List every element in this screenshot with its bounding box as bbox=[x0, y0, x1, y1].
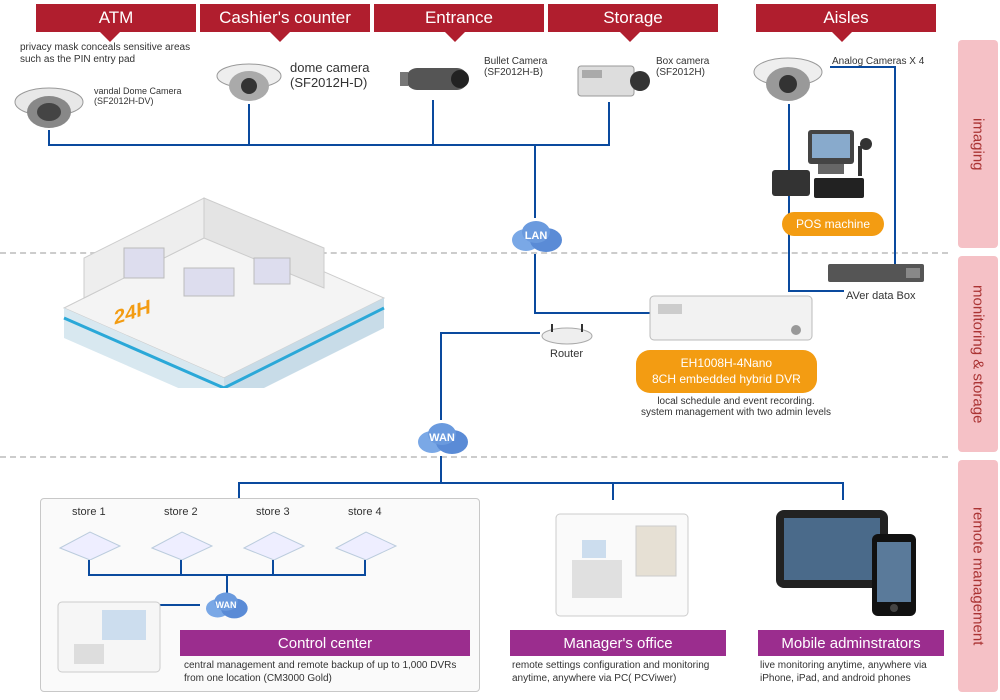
box-cam-icon bbox=[572, 58, 650, 102]
tri bbox=[620, 32, 640, 42]
tri bbox=[832, 32, 852, 42]
line bbox=[536, 144, 610, 146]
vandal-label: vandal Dome Camera (SF2012H-DV) bbox=[94, 86, 182, 106]
line bbox=[88, 560, 90, 574]
router-label: Router bbox=[550, 348, 583, 360]
line bbox=[608, 102, 610, 144]
side-monitoring: monitoring & storage bbox=[958, 256, 998, 452]
line bbox=[612, 482, 614, 500]
note-control: central management and remote backup of … bbox=[184, 660, 468, 685]
note-mobile: live monitoring anytime, anywhere via iP… bbox=[760, 660, 944, 685]
store3-label: store 3 bbox=[256, 506, 290, 518]
line bbox=[894, 66, 896, 266]
lan-cloud: LAN bbox=[508, 218, 564, 254]
store2-label: store 2 bbox=[164, 506, 198, 518]
note-manager: remote settings configuration and monito… bbox=[512, 660, 726, 685]
tri bbox=[100, 32, 120, 42]
atm-note: privacy mask conceals sensitive areas su… bbox=[20, 42, 196, 66]
line bbox=[440, 332, 442, 420]
pos-pill: POS machine bbox=[782, 212, 884, 236]
line bbox=[534, 254, 536, 312]
line bbox=[128, 144, 536, 146]
line bbox=[440, 332, 540, 334]
store4-label: store 4 bbox=[348, 506, 382, 518]
line bbox=[432, 100, 434, 144]
dvr-pill: EH1008H-4Nano 8CH embedded hybrid DVR bbox=[636, 350, 817, 393]
tri bbox=[270, 32, 290, 42]
line bbox=[830, 66, 896, 68]
bullet-label: Bullet Camera (SF2012H-B) bbox=[484, 56, 547, 78]
line bbox=[440, 456, 442, 482]
bar-control: Control center bbox=[180, 630, 470, 656]
store-mini-icon bbox=[238, 520, 310, 560]
line bbox=[364, 560, 366, 574]
phone-icon bbox=[868, 530, 920, 620]
line bbox=[534, 312, 654, 314]
store1-label: store 1 bbox=[72, 506, 106, 518]
box-label: Box camera (SF2012H) bbox=[656, 56, 709, 78]
dvr-icon bbox=[646, 290, 816, 346]
dash bbox=[0, 456, 948, 458]
side-imaging: imaging bbox=[958, 40, 998, 248]
store-mini-icon bbox=[146, 520, 218, 560]
store-mini-icon bbox=[54, 520, 126, 560]
pc-icon bbox=[54, 598, 164, 676]
bar-manager: Manager's office bbox=[510, 630, 726, 656]
hdr-atm: ATM bbox=[36, 4, 196, 32]
analog-icon bbox=[750, 52, 826, 104]
wan-cloud: WAN bbox=[414, 420, 470, 456]
router-icon bbox=[540, 322, 594, 346]
dome-label: dome camera (SF2012H-D) bbox=[290, 60, 369, 90]
line bbox=[248, 104, 250, 146]
hdr-cashier: Cashier's counter bbox=[200, 4, 370, 32]
line bbox=[238, 482, 844, 484]
line bbox=[180, 560, 182, 574]
hdr-storage: Storage bbox=[548, 4, 718, 32]
line bbox=[272, 560, 274, 574]
hdr-entrance: Entrance bbox=[374, 4, 544, 32]
databox-label: AVer data Box bbox=[846, 290, 916, 302]
line bbox=[842, 482, 844, 500]
bar-mobile: Mobile adminstrators bbox=[758, 630, 944, 656]
databox-icon bbox=[826, 260, 926, 286]
dome-icon bbox=[214, 58, 284, 104]
vandal-dome-icon bbox=[12, 82, 86, 130]
pos-icon bbox=[758, 126, 878, 206]
side-remote: remote management bbox=[958, 460, 998, 692]
hdr-aisles: Aisles bbox=[756, 4, 936, 32]
store-mini-icon bbox=[330, 520, 402, 560]
line bbox=[48, 144, 128, 146]
line bbox=[534, 144, 536, 218]
wan-mini-cloud: WAN bbox=[200, 590, 252, 620]
store-iso-icon: 24H 24H bbox=[24, 168, 404, 388]
office-icon bbox=[552, 510, 692, 620]
bullet-icon bbox=[398, 58, 478, 100]
dvr-note: local schedule and event recording. syst… bbox=[606, 396, 866, 418]
tri bbox=[445, 32, 465, 42]
